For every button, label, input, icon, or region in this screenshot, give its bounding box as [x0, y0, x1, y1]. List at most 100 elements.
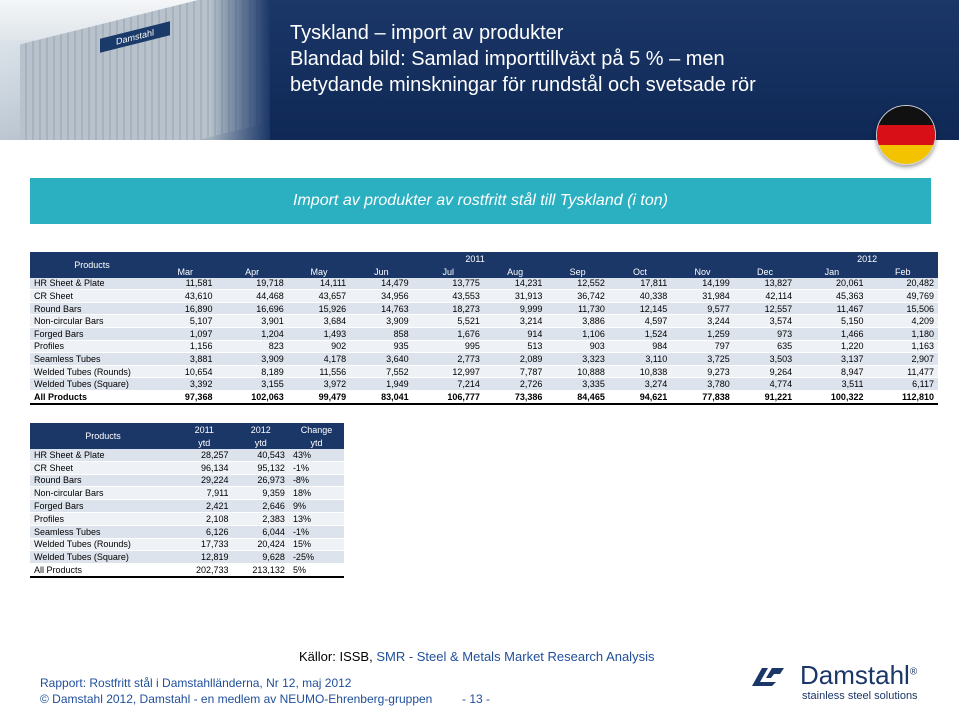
product-name: Welded Tubes (Rounds) [30, 538, 177, 552]
month-header: Feb [867, 266, 938, 278]
change-cell: -25% [288, 550, 344, 565]
value-cell: 31,984 [671, 289, 734, 303]
month-header: Mar [154, 266, 217, 278]
month-header: Dec [733, 266, 797, 278]
month-header: Aug [483, 266, 547, 278]
value-cell: 16,890 [154, 302, 217, 316]
ytd-2012-cell: 2,383 [232, 512, 289, 526]
title-line-2: Blandad bild: Samlad importtillväxt på 5… [290, 48, 725, 70]
table-row: Welded Tubes (Square) 3,392 3,155 3,972 1,94… [30, 377, 938, 391]
ytd-2011-cell: 2,421 [176, 499, 233, 513]
col-2012-header: 2012 [232, 423, 289, 436]
value-cell: 1,156 [154, 340, 217, 354]
total-row: All Products 202,733 213,132 5% [30, 563, 344, 578]
ytd-2012-cell: 9,359 [232, 486, 289, 501]
value-cell: 797 [671, 340, 734, 354]
value-cell: 4,774 [733, 377, 797, 391]
title-line-3: betydande minskningar för rundstål och s… [290, 74, 756, 96]
value-cell: 3,392 [154, 377, 217, 391]
value-cell: 73,386 [483, 390, 547, 405]
value-cell: 2,726 [483, 377, 547, 391]
value-cell: 14,199 [671, 277, 734, 291]
value-cell: 13,827 [733, 277, 797, 291]
value-cell: 49,769 [867, 289, 938, 303]
ytd-2011-cell: 2,108 [176, 512, 233, 526]
ytd-2011-cell: 17,733 [176, 538, 233, 552]
ytd-2011-cell: 202,733 [176, 563, 233, 578]
value-cell: 3,335 [546, 377, 609, 391]
product-name: Welded Tubes (Square) [30, 377, 154, 391]
sources-link[interactable]: SMR - Steel & Metals Market Research Ana… [376, 649, 655, 664]
value-cell: 3,274 [608, 377, 672, 391]
value-cell: 36,742 [546, 289, 609, 303]
value-cell: 83,041 [350, 390, 413, 405]
value-cell: 1,466 [796, 327, 868, 341]
value-cell: 12,997 [412, 365, 484, 379]
value-cell: 8,189 [216, 365, 288, 379]
value-cell: 5,150 [796, 314, 868, 328]
value-cell: 903 [546, 340, 609, 354]
table-row: CR Sheet 43,610 44,468 43,657 34,956 43,553 31… [30, 289, 938, 303]
value-cell: 91,221 [733, 390, 797, 405]
month-header: Apr [216, 266, 288, 278]
value-cell: 31,913 [483, 289, 547, 303]
value-cell: 1,163 [867, 340, 938, 354]
value-cell: 40,338 [608, 289, 672, 303]
logo-tagline: stainless steel solutions [802, 690, 918, 702]
value-cell: 106,777 [412, 390, 484, 405]
month-header: Oct [608, 266, 672, 278]
ytd-2012-cell: 213,132 [232, 563, 289, 578]
monthly-import-table: Products 2011 2012 Mar Apr May Jun Jul Aug Sep… [30, 252, 938, 405]
ytd-2012-cell: 9,628 [232, 550, 289, 565]
ytd-2012-cell: 26,973 [232, 474, 289, 488]
value-cell: 914 [483, 327, 547, 341]
value-cell: 43,553 [412, 289, 484, 303]
copyright-text: © Damstahl 2012, Damstahl - en medlem av… [40, 692, 433, 706]
value-cell: 42,114 [733, 289, 797, 303]
table-row: Forged Bars 1,097 1,204 1,493 858 1,676 914 1,1… [30, 327, 938, 341]
value-cell: 10,888 [546, 365, 609, 379]
product-name: HR Sheet & Plate [30, 449, 177, 462]
value-cell: 3,780 [671, 377, 734, 391]
value-cell: 3,110 [608, 352, 672, 366]
value-cell: 4,597 [608, 314, 672, 328]
value-cell: 100,322 [796, 390, 868, 405]
ytd-2012-cell: 6,044 [232, 525, 289, 539]
registered-mark: ® [909, 666, 918, 678]
value-cell: 12,557 [733, 302, 797, 316]
value-cell: 20,061 [796, 277, 868, 291]
value-cell: 84,465 [546, 390, 609, 405]
ytd-2011-cell: 7,911 [176, 486, 233, 501]
col-2011-header: 2011 [176, 423, 233, 436]
value-cell: 3,972 [287, 377, 351, 391]
value-cell: 11,467 [796, 302, 868, 316]
ytd-2011-cell: 29,224 [176, 474, 233, 488]
product-name: Seamless Tubes [30, 352, 154, 366]
value-cell: 112,810 [867, 390, 938, 405]
col-2012-sub: ytd [232, 436, 289, 449]
value-cell: 10,654 [154, 365, 217, 379]
ytd-2012-cell: 40,543 [232, 449, 289, 462]
value-cell: 635 [733, 340, 797, 354]
year-2011-header: 2011 [154, 252, 797, 266]
product-name: Non-circular Bars [30, 314, 154, 328]
col-2011-sub: ytd [176, 436, 233, 449]
month-header: Jun [350, 266, 413, 278]
value-cell: 10,838 [608, 365, 672, 379]
value-cell: 11,730 [546, 302, 609, 316]
change-cell: 18% [288, 486, 344, 501]
value-cell: 3,725 [671, 352, 734, 366]
value-cell: 1,259 [671, 327, 734, 341]
product-name: All Products [30, 563, 177, 578]
value-cell: 984 [608, 340, 672, 354]
table-row: CR Sheet 96,134 95,132 -1% [30, 461, 344, 475]
ytd-2012-cell: 95,132 [232, 461, 289, 475]
value-cell: 1,106 [546, 327, 609, 341]
value-cell: 3,684 [287, 314, 351, 328]
germany-flag-icon [876, 105, 936, 165]
change-cell: 15% [288, 538, 344, 552]
value-cell: 9,273 [671, 365, 734, 379]
change-cell: 13% [288, 512, 344, 526]
month-header: Sep [546, 266, 609, 278]
value-cell: 8,947 [796, 365, 868, 379]
